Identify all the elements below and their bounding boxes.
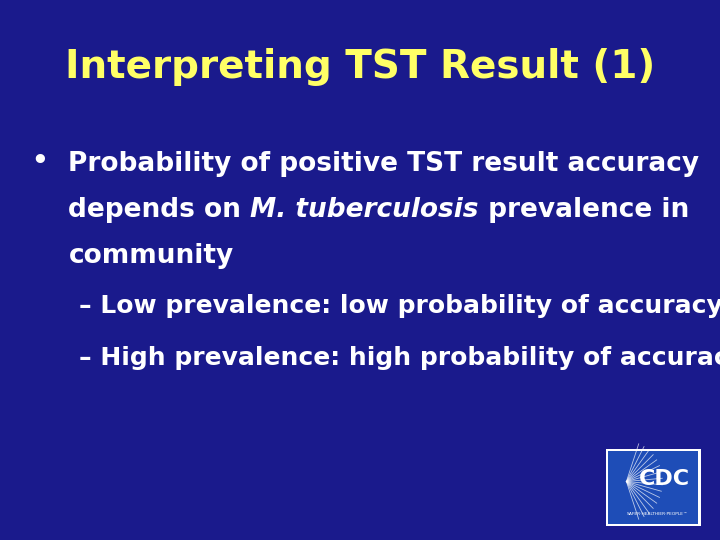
Text: Probability of positive TST result accuracy: Probability of positive TST result accur… [68, 151, 700, 177]
Text: •: • [30, 146, 49, 177]
Text: prevalence in: prevalence in [479, 197, 689, 223]
Text: M. tuberculosis: M. tuberculosis [251, 197, 479, 223]
Text: SAFER·HEALTHIER·PEOPLE™: SAFER·HEALTHIER·PEOPLE™ [627, 511, 688, 516]
Text: – High prevalence: high probability of accuracy: – High prevalence: high probability of a… [79, 346, 720, 369]
Text: CDC: CDC [639, 469, 690, 489]
Text: – Low prevalence: low probability of accuracy: – Low prevalence: low probability of acc… [79, 294, 720, 318]
Text: community: community [68, 243, 234, 269]
Text: Interpreting TST Result (1): Interpreting TST Result (1) [65, 49, 655, 86]
FancyBboxPatch shape [606, 449, 701, 526]
Text: depends on: depends on [68, 197, 251, 223]
FancyBboxPatch shape [608, 451, 698, 524]
